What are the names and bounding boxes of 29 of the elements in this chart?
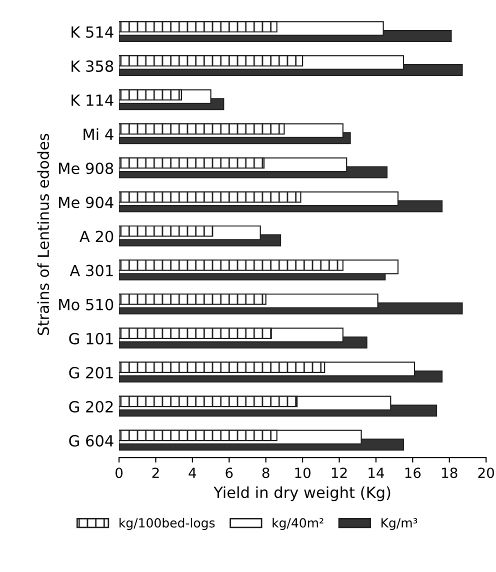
y-tick-label: A 301 [70,264,113,276]
x-tick-label: 8 [262,468,270,478]
x-tick-label: 6 [226,468,233,478]
y-tick-label: G 604 [69,435,114,447]
y-tick-label: K 358 [72,60,114,72]
x-tick-label: 14 [368,468,384,478]
x-tick-label: 2 [152,468,159,478]
y-tick-label: G 202 [69,400,113,413]
x-tick-label: 10 [295,468,310,478]
y-tick-label: G 101 [69,332,113,344]
x-tick-label: 20 [478,468,494,478]
y-tick-label: G 201 [69,366,113,378]
y-tick-label: Mo 510 [59,298,114,310]
x-tick-label: 0 [116,468,123,478]
x-axis-title: Yield in dry weight (Kg) [214,486,390,502]
legend-label: Kg/m³ [382,518,418,530]
x-tick-label: 12 [332,468,347,478]
y-tick-label: K 114 [72,94,114,106]
x-tick-label: 4 [188,468,196,478]
y-tick-label: A 20 [80,230,114,242]
x-tick-label: 16 [405,468,421,478]
y-tick-label: Mi 4 [84,128,114,140]
legend-label: kg/40m² [272,518,324,530]
y-tick-label: Me 904 [59,196,114,208]
y-tick-label: Me 908 [59,162,114,174]
x-tick-label: 18 [442,468,458,478]
y-tick-label: K 514 [72,26,114,38]
legend-label: kg/100bed-logs [120,518,215,530]
y-axis-title: Strains of Lentinus edodes [37,134,50,335]
